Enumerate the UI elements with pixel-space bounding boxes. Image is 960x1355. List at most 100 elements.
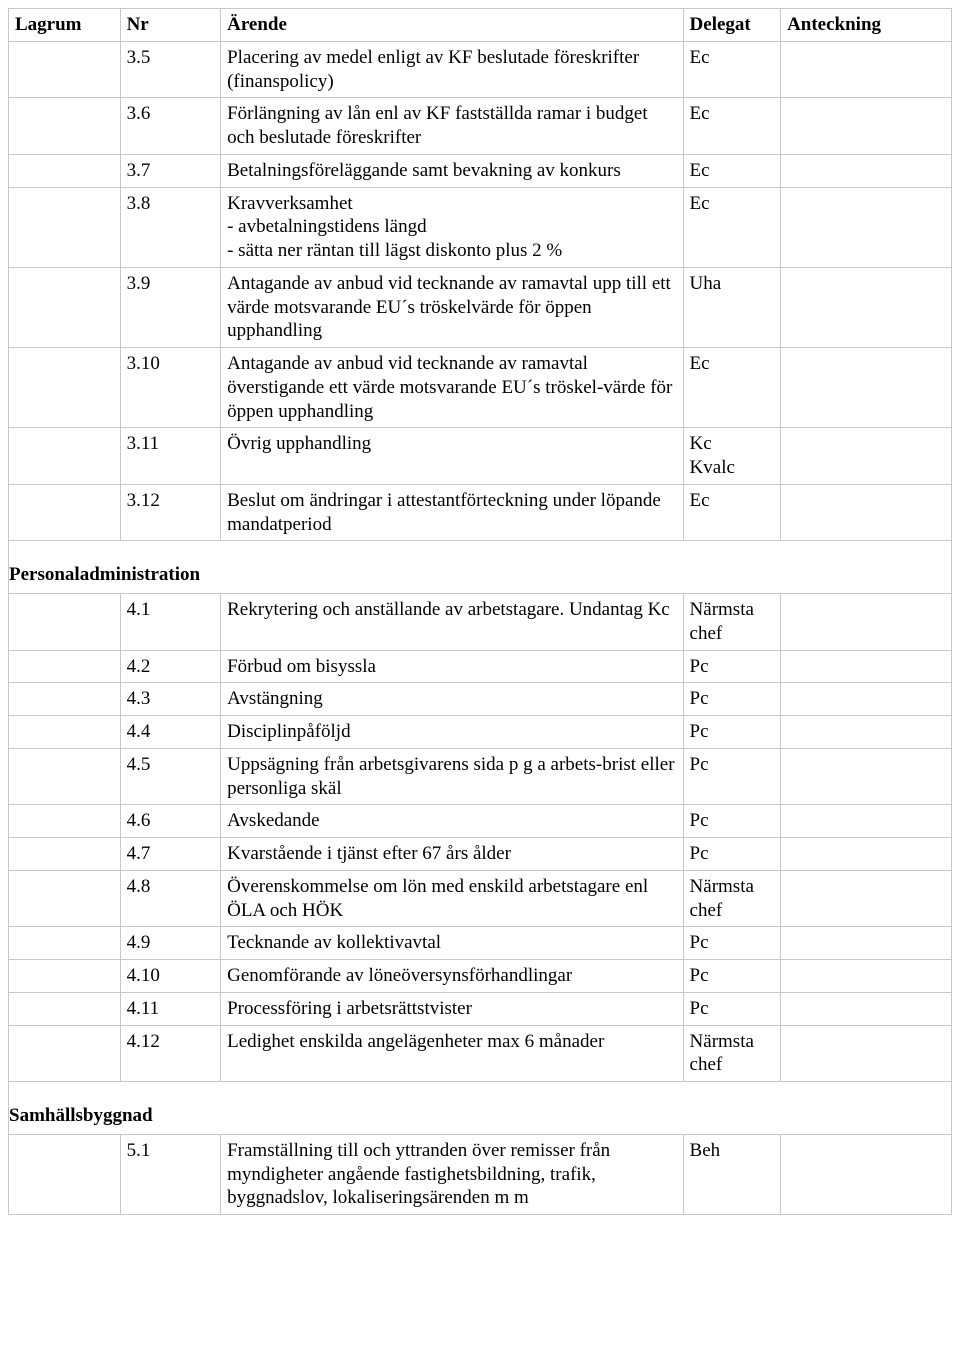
cell-delegat: Uha xyxy=(683,267,781,347)
cell-nr: 3.8 xyxy=(120,187,221,267)
cell-anteckning xyxy=(781,41,952,98)
table-row: 3.11Övrig upphandlingKc Kvalc xyxy=(9,428,952,485)
table-row: 4.12Ledighet enskilda angelägenheter max… xyxy=(9,1025,952,1082)
cell-nr: 3.11 xyxy=(120,428,221,485)
table-header: Lagrum Nr Ärende Delegat Anteckning xyxy=(9,9,952,42)
cell-lagrum xyxy=(9,594,121,651)
cell-delegat: Pc xyxy=(683,927,781,960)
cell-anteckning xyxy=(781,716,952,749)
cell-arende: Antagande av anbud vid tecknande av rama… xyxy=(221,348,683,428)
cell-lagrum xyxy=(9,960,121,993)
cell-arende: Betalningsföreläggande samt bevakning av… xyxy=(221,154,683,187)
cell-arende: Ledighet enskilda angelägenheter max 6 m… xyxy=(221,1025,683,1082)
cell-nr: 3.9 xyxy=(120,267,221,347)
cell-delegat: Pc xyxy=(683,650,781,683)
cell-arende: Avskedande xyxy=(221,805,683,838)
cell-arende: Avstängning xyxy=(221,683,683,716)
col-header-lagrum: Lagrum xyxy=(9,9,121,42)
col-header-nr: Nr xyxy=(120,9,221,42)
table-row: 4.9Tecknande av kollektivavtalPc xyxy=(9,927,952,960)
cell-anteckning xyxy=(781,1025,952,1082)
col-header-arende: Ärende xyxy=(221,9,683,42)
cell-arende: Beslut om ändringar i attestantförteckni… xyxy=(221,484,683,541)
cell-nr: 4.1 xyxy=(120,594,221,651)
cell-arende: Genomförande av löneöversynsförhandlinga… xyxy=(221,960,683,993)
cell-lagrum xyxy=(9,870,121,927)
col-header-delegat: Delegat xyxy=(683,9,781,42)
cell-anteckning xyxy=(781,927,952,960)
table-row: 4.1Rekrytering och anställande av arbets… xyxy=(9,594,952,651)
section-title: Personaladministration xyxy=(9,541,952,594)
col-header-anteckning: Anteckning xyxy=(781,9,952,42)
table-row: 3.7Betalningsföreläggande samt bevakning… xyxy=(9,154,952,187)
cell-anteckning xyxy=(781,187,952,267)
cell-lagrum xyxy=(9,748,121,805)
table-row: 4.3AvstängningPc xyxy=(9,683,952,716)
cell-nr: 3.12 xyxy=(120,484,221,541)
cell-lagrum xyxy=(9,927,121,960)
cell-anteckning xyxy=(781,594,952,651)
cell-arende: Antagande av anbud vid tecknande av rama… xyxy=(221,267,683,347)
cell-delegat: Närmsta chef xyxy=(683,870,781,927)
cell-lagrum xyxy=(9,716,121,749)
section-header-row: Samhällsbyggnad xyxy=(9,1082,952,1135)
cell-nr: 4.3 xyxy=(120,683,221,716)
cell-delegat: Närmsta chef xyxy=(683,1025,781,1082)
table-row: 4.10Genomförande av löneöversynsförhandl… xyxy=(9,960,952,993)
cell-delegat: Ec xyxy=(683,154,781,187)
cell-lagrum xyxy=(9,1134,121,1214)
cell-delegat: Ec xyxy=(683,348,781,428)
cell-nr: 4.7 xyxy=(120,838,221,871)
cell-delegat: Ec xyxy=(683,484,781,541)
cell-nr: 3.5 xyxy=(120,41,221,98)
cell-arende: Kvarstående i tjänst efter 67 års ålder xyxy=(221,838,683,871)
table-row: 5.1Framställning till och yttranden över… xyxy=(9,1134,952,1214)
table-row: 4.8Överenskommelse om lön med enskild ar… xyxy=(9,870,952,927)
section-title: Samhällsbyggnad xyxy=(9,1082,952,1135)
cell-lagrum xyxy=(9,428,121,485)
cell-nr: 3.6 xyxy=(120,98,221,155)
cell-delegat: Pc xyxy=(683,960,781,993)
cell-anteckning xyxy=(781,992,952,1025)
cell-lagrum xyxy=(9,154,121,187)
cell-delegat: Pc xyxy=(683,716,781,749)
cell-anteckning xyxy=(781,428,952,485)
cell-delegat: Pc xyxy=(683,683,781,716)
cell-arende: Överenskommelse om lön med enskild arbet… xyxy=(221,870,683,927)
cell-anteckning xyxy=(781,1134,952,1214)
cell-nr: 4.5 xyxy=(120,748,221,805)
cell-nr: 4.9 xyxy=(120,927,221,960)
cell-arende: Kravverksamhet - avbetalningstidens läng… xyxy=(221,187,683,267)
cell-lagrum xyxy=(9,267,121,347)
cell-nr: 4.10 xyxy=(120,960,221,993)
cell-arende: Placering av medel enligt av KF beslutad… xyxy=(221,41,683,98)
cell-arende: Övrig upphandling xyxy=(221,428,683,485)
cell-delegat: Pc xyxy=(683,748,781,805)
cell-anteckning xyxy=(781,267,952,347)
cell-lagrum xyxy=(9,683,121,716)
table-row: 3.12Beslut om ändringar i attestantförte… xyxy=(9,484,952,541)
cell-nr: 4.11 xyxy=(120,992,221,1025)
cell-lagrum xyxy=(9,805,121,838)
cell-nr: 4.2 xyxy=(120,650,221,683)
cell-delegat: Kc Kvalc xyxy=(683,428,781,485)
table-row: 4.5Uppsägning från arbetsgivarens sida p… xyxy=(9,748,952,805)
cell-delegat: Ec xyxy=(683,187,781,267)
cell-anteckning xyxy=(781,348,952,428)
cell-delegat: Beh xyxy=(683,1134,781,1214)
cell-delegat: Ec xyxy=(683,98,781,155)
cell-nr: 4.12 xyxy=(120,1025,221,1082)
cell-anteckning xyxy=(781,870,952,927)
cell-anteckning xyxy=(781,838,952,871)
cell-delegat: Ec xyxy=(683,41,781,98)
cell-lagrum xyxy=(9,484,121,541)
table-row: 4.4DisciplinpåföljdPc xyxy=(9,716,952,749)
cell-anteckning xyxy=(781,650,952,683)
cell-nr: 3.10 xyxy=(120,348,221,428)
table-row: 3.9Antagande av anbud vid tecknande av r… xyxy=(9,267,952,347)
table-row: 4.11Processföring i arbetsrättstvisterPc xyxy=(9,992,952,1025)
cell-delegat: Pc xyxy=(683,805,781,838)
table-row: 4.2Förbud om bisysslaPc xyxy=(9,650,952,683)
cell-arende: Processföring i arbetsrättstvister xyxy=(221,992,683,1025)
cell-anteckning xyxy=(781,484,952,541)
